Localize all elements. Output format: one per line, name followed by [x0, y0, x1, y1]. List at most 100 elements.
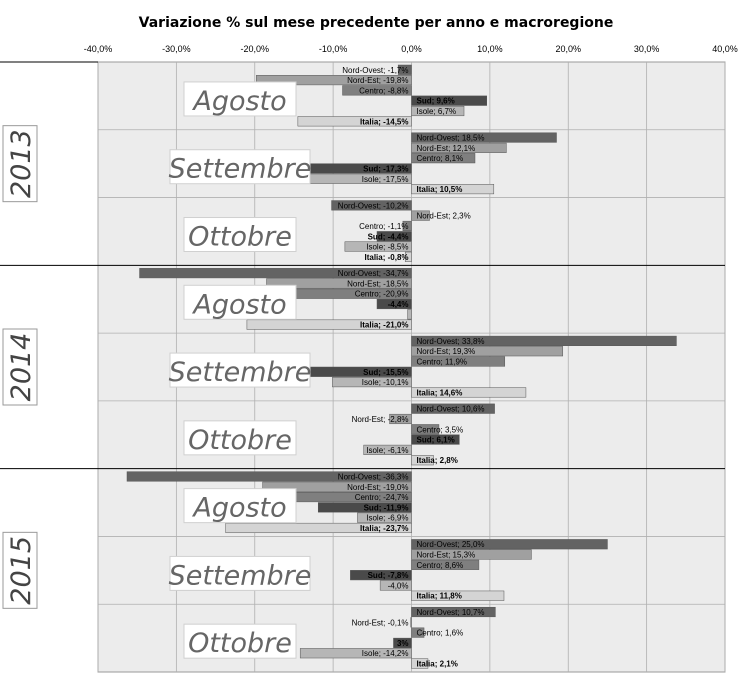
bar-italia: [411, 184, 495, 195]
bar-nord-est: [262, 481, 412, 492]
bar-nord-est: [411, 142, 507, 153]
bar-data-label: Italia; 2,8%: [417, 456, 458, 465]
bar-centro: [411, 424, 440, 435]
bar-data-label: Italia; 2,1%: [417, 660, 458, 669]
bar-data-label: Italia; 10,5%: [417, 185, 463, 194]
bar-data-label: Isole; 6,7%: [417, 107, 457, 116]
year-label: 2014: [6, 333, 37, 402]
chart-title: Variazione % sul mese precedente per ann…: [139, 15, 614, 31]
bar-data-label: Nord-Ovest; -1,7%: [342, 66, 408, 75]
x-tick-label: -30,0%: [162, 44, 191, 54]
bar-data-label: Sud; 6,1%: [417, 436, 455, 445]
bar-data-label: Centro; -8,8%: [359, 86, 408, 95]
bar-data-label: Nord-Est; -2,8%: [352, 415, 409, 424]
month-label: Agosto: [191, 289, 286, 320]
year-label-box: [2, 328, 38, 406]
bar-data-label: Centro; -24,7%: [355, 493, 409, 502]
x-tick-label: 10,0%: [477, 44, 503, 54]
bar-centro: [342, 85, 412, 96]
bar-data-label: Italia; -0,8%: [364, 253, 408, 262]
x-tick-label: -20,0%: [240, 44, 269, 54]
bar-nord-est: [256, 75, 412, 86]
bar-data-label: Nord-Est; 12,1%: [417, 144, 476, 153]
bar-data-label: Nord-Ovest; 18,5%: [417, 134, 485, 143]
month-label-box: [183, 81, 297, 117]
bar-data-label: -4,4%: [388, 300, 409, 309]
bar-data-label: Sud; -11,9%: [364, 503, 409, 512]
month-label-box: [183, 217, 297, 253]
bar-isole: [379, 580, 412, 591]
bar-sud: [376, 231, 412, 242]
year-label-box: [2, 125, 38, 203]
bar-data-label: Italia; 11,8%: [417, 592, 462, 601]
bar-data-label: Nord-Est; -18,5%: [347, 279, 408, 288]
bar-data-label: 3%: [397, 639, 409, 648]
bar-nord-ovest: [397, 64, 412, 75]
bar-data-label: Nord-Est; -19,0%: [347, 483, 408, 492]
bar-data-label: Italia; 14,6%: [417, 388, 463, 397]
bar-data-label: Nord-Ovest; -34,7%: [338, 269, 409, 278]
month-label-box: [169, 352, 311, 388]
bar-nord-ovest: [411, 606, 496, 618]
month-label: Agosto: [191, 493, 286, 524]
bar-centro: [411, 356, 506, 367]
bar-centro: [411, 559, 480, 570]
bar-nord-ovest: [139, 268, 412, 279]
bar-data-label: Isole; -14,2%: [362, 649, 409, 658]
bar-italia: [297, 116, 412, 127]
bar-data-label: -4,0%: [388, 581, 409, 590]
month-label: Agosto: [191, 86, 286, 117]
month-labels: Agosto Settembre Ottobre Agosto Settembre Ott…: [169, 81, 312, 659]
month-label: Settembre: [169, 560, 312, 591]
bar-sud: [350, 570, 412, 581]
bar-data-label: Centro; 1,6%: [417, 629, 464, 638]
x-tick-label: 40,0%: [712, 44, 738, 54]
bar-nord-est: [389, 413, 412, 425]
month-label-box: [169, 149, 311, 185]
month-label: Settembre: [169, 357, 312, 388]
bar-isole: [411, 105, 465, 117]
bar-data-label: Centro; 8,6%: [417, 561, 464, 570]
bar-data-label: Centro; 3,5%: [417, 425, 464, 434]
bar-isole: [357, 512, 412, 523]
bar-sud: [393, 637, 412, 648]
bar-isole: [407, 309, 412, 320]
bar-isole: [363, 444, 412, 455]
bar-nord-est: [411, 210, 430, 221]
bar-data-label: Nord-Ovest; 25,0%: [417, 540, 485, 549]
bar-data-label: Nord-Ovest; 33,8%: [417, 337, 485, 346]
bar-data-label: Sud; 9,6%: [417, 97, 455, 106]
bar-italia: [411, 387, 527, 398]
bar-sud: [317, 502, 412, 513]
x-tick-label: 20,0%: [555, 44, 581, 54]
month-label: Settembre: [169, 154, 312, 185]
bar-data-label: Isole; -17,5%: [362, 175, 409, 184]
bar-italia: [411, 658, 429, 669]
year-labels: 2013 2014 2015: [2, 125, 38, 609]
x-tick-label: 30,0%: [634, 44, 660, 54]
bar-data-label: Sud; -17,3%: [363, 164, 408, 173]
bar-nord-ovest: [126, 471, 412, 482]
bar-sud: [411, 434, 460, 445]
bar-centro: [411, 153, 476, 164]
bar-data-label: Nord-Est; -19,8%: [347, 76, 408, 85]
bar-data-label: Centro; -20,9%: [355, 290, 409, 299]
bar-nord-est: [411, 346, 564, 357]
bar-sud: [376, 298, 412, 310]
bar-data-label: Isole; -10,1%: [362, 378, 409, 387]
bar-data-label: Italia; -14,5%: [360, 117, 408, 126]
bar-isole: [332, 377, 412, 388]
bar-data-label: Nord-Est; 19,3%: [417, 347, 476, 356]
bar-italia: [411, 590, 505, 601]
bar-nord-ovest: [411, 335, 677, 346]
year-label: 2013: [6, 129, 37, 198]
bar-italia: [246, 319, 412, 330]
bar-data-label: Isole; -6,9%: [366, 514, 408, 523]
bar-data-label: Centro; 8,1%: [417, 154, 464, 163]
bar-italia: [411, 455, 434, 466]
bar-sud: [411, 95, 487, 106]
month-label-box: [183, 623, 297, 659]
bar-centro: [411, 627, 425, 638]
bar-nord-est: [411, 549, 532, 560]
